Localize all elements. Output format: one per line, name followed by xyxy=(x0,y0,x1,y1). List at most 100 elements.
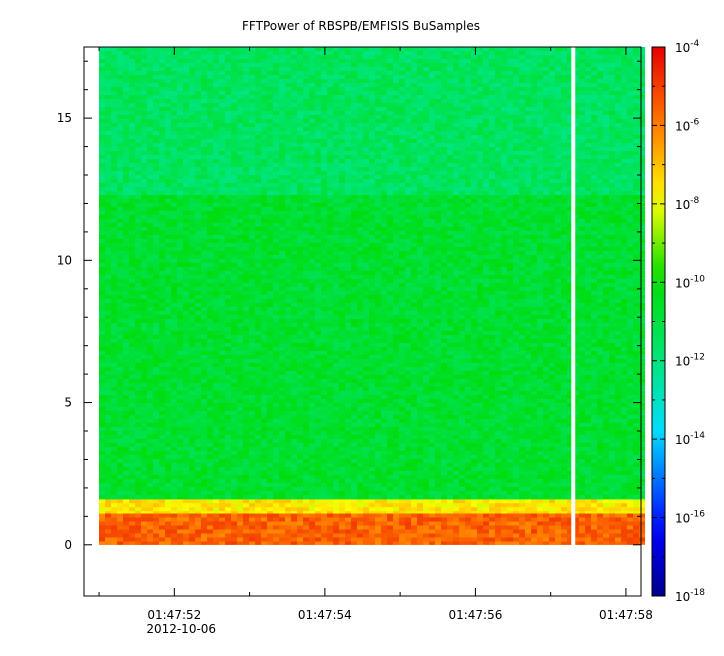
spectrogram-cell xyxy=(297,202,304,207)
spectrogram-cell xyxy=(585,517,592,522)
spectrogram-cell xyxy=(291,330,298,335)
spectrogram-cell xyxy=(639,318,646,323)
spectrogram-cell xyxy=(375,346,382,351)
spectrogram-cell xyxy=(249,230,256,235)
spectrogram-cell xyxy=(555,270,562,275)
spectrogram-cell xyxy=(285,206,292,211)
spectrogram-cell xyxy=(165,278,172,283)
spectrogram-cell xyxy=(381,274,388,279)
spectrogram-cell xyxy=(141,338,148,343)
spectrogram-cell xyxy=(141,194,148,199)
spectrogram-cell xyxy=(327,270,334,275)
spectrogram-cell xyxy=(483,507,490,512)
spectrogram-cell xyxy=(363,541,370,545)
spectrogram-cell xyxy=(267,286,274,291)
spectrogram-cell xyxy=(579,499,586,504)
spectrogram-cell xyxy=(543,499,550,504)
spectrogram-cell xyxy=(513,230,520,235)
spectrogram-cell xyxy=(465,533,472,538)
spectrogram-cell xyxy=(375,274,382,279)
spectrogram-cell xyxy=(273,278,280,283)
spectrogram-cell xyxy=(519,202,526,207)
spectrogram-cell xyxy=(387,338,394,343)
spectrogram-cell xyxy=(399,537,406,542)
spectrogram-cell xyxy=(315,294,322,299)
spectrogram-cell xyxy=(231,318,238,323)
spectrogram-cell xyxy=(177,278,184,283)
spectrogram-cell xyxy=(111,262,118,267)
spectrogram-cell xyxy=(585,238,592,243)
spectrogram-cell xyxy=(171,214,178,219)
spectrogram-cell xyxy=(177,254,184,259)
spectrogram-cell xyxy=(609,533,616,538)
spectrogram-cell xyxy=(597,278,604,283)
spectrogram-cell xyxy=(375,537,382,542)
spectrogram-cell xyxy=(423,298,430,303)
spectrogram-cell xyxy=(255,517,262,522)
spectrogram-cell xyxy=(477,517,484,522)
spectrogram-cell xyxy=(465,326,472,331)
spectrogram-cell xyxy=(153,537,160,542)
spectrogram-cell xyxy=(627,270,634,275)
spectrogram-cell xyxy=(597,517,604,522)
spectrogram-cell xyxy=(441,517,448,522)
spectrogram-cell xyxy=(351,222,358,227)
spectrogram-cell xyxy=(471,230,478,235)
spectrogram-cell xyxy=(393,270,400,275)
spectrogram-cell xyxy=(315,302,322,307)
spectrogram-cell xyxy=(117,234,124,239)
spectrogram-cell xyxy=(459,274,466,279)
spectrogram-cell xyxy=(519,350,526,355)
spectrogram-cell xyxy=(255,266,262,271)
spectrogram-cell xyxy=(249,266,256,271)
spectrogram-cell xyxy=(405,210,412,215)
spectrogram-cell xyxy=(411,242,418,247)
spectrogram-cell xyxy=(417,194,424,199)
spectrogram-cell xyxy=(225,521,232,526)
spectrogram-cell xyxy=(327,250,334,255)
spectrogram-cell xyxy=(453,286,460,291)
spectrogram-cell xyxy=(411,274,418,279)
spectrogram-cell xyxy=(231,270,238,275)
spectrogram-cell xyxy=(465,330,472,335)
spectrogram-cell xyxy=(429,362,436,367)
spectrogram-cell xyxy=(357,270,364,275)
spectrogram-cell xyxy=(105,202,112,207)
spectrogram-cell xyxy=(513,286,520,291)
spectrogram-cell xyxy=(531,202,538,207)
spectrogram-cell xyxy=(147,258,154,263)
spectrogram-cell xyxy=(159,511,166,514)
spectrogram-cell xyxy=(363,218,370,223)
spectrogram-cell xyxy=(225,541,232,545)
spectrogram-cell xyxy=(279,326,286,331)
spectrogram-cell xyxy=(381,230,388,235)
spectrogram-cell xyxy=(465,342,472,347)
spectrogram-cell xyxy=(357,507,364,512)
spectrogram-cell xyxy=(315,266,322,271)
spectrogram-cell xyxy=(147,242,154,247)
spectrogram-cell xyxy=(375,258,382,263)
spectrogram-cell xyxy=(363,537,370,542)
spectrogram-cell xyxy=(465,354,472,359)
spectrogram-cell xyxy=(255,314,262,319)
spectrogram-cell xyxy=(195,358,202,363)
spectrogram-cell xyxy=(489,318,496,323)
spectrogram-cell xyxy=(333,338,340,343)
spectrogram-cell xyxy=(327,266,334,271)
spectrogram-cell xyxy=(255,330,262,335)
spectrogram-cell xyxy=(213,517,220,522)
spectrogram-cell xyxy=(417,537,424,542)
spectrogram-cell xyxy=(321,342,328,347)
spectrogram-cell xyxy=(609,262,616,267)
spectrogram-cell xyxy=(213,298,220,303)
spectrogram-cell xyxy=(141,238,148,243)
spectrogram-cell xyxy=(249,346,256,351)
spectrogram-cell xyxy=(171,238,178,243)
spectrogram-cell xyxy=(213,262,220,267)
spectrogram-cell xyxy=(639,310,646,315)
spectrogram-cell xyxy=(231,326,238,331)
spectrogram-cell xyxy=(357,511,364,514)
spectrogram-cell xyxy=(153,507,160,512)
spectrogram-cell xyxy=(207,198,214,203)
spectrogram-cell xyxy=(399,529,406,534)
